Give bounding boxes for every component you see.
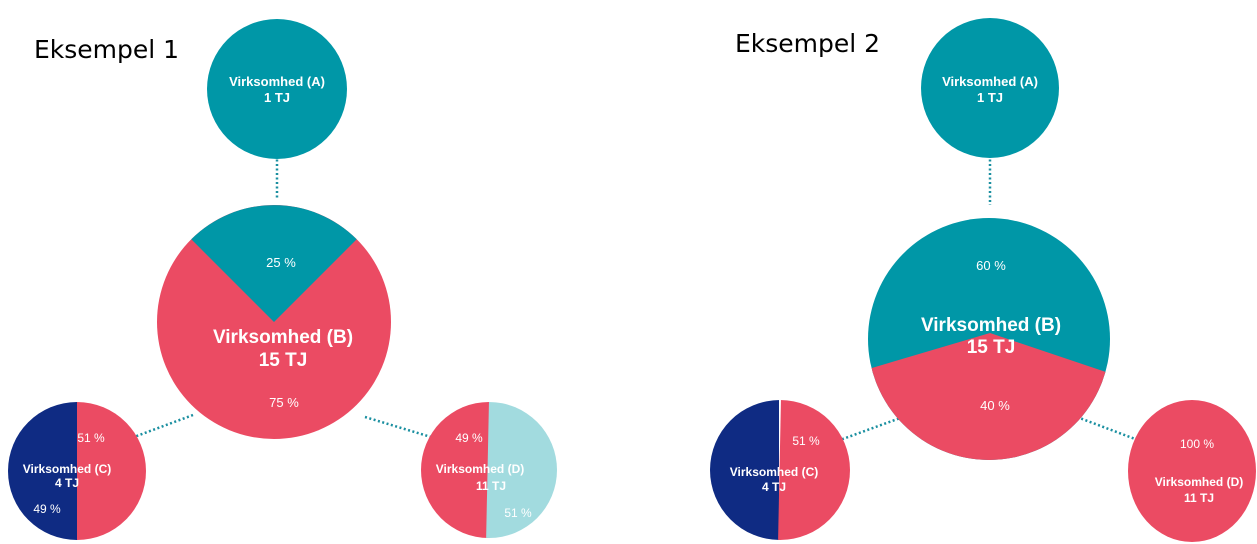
company-b-node: 60 % Virksomhed (B) 15 TJ 40 % — [868, 218, 1110, 460]
company-c-node: 51 % Virksomhed (C) 4 TJ 49 % — [8, 402, 146, 540]
connector-b-c — [133, 413, 194, 439]
slice-label-c-red: 51 % — [792, 434, 820, 448]
slice-label-d-lightteal: 51 % — [504, 506, 532, 520]
slice-label-b-teal: 60 % — [976, 258, 1006, 273]
company-a-circle — [921, 18, 1059, 158]
slice-label-b-red: 75 % — [269, 395, 299, 410]
pie-slice-c-red — [778, 400, 850, 540]
pie-slice-b-red — [868, 333, 1110, 460]
company-a-value: 1 TJ — [977, 90, 1003, 105]
pie-slice-d-red — [1128, 400, 1256, 542]
example-1-heading: Eksempel 1 — [34, 35, 179, 64]
slice-label-d-red: 100 % — [1180, 437, 1214, 451]
company-c-node: 51 % Virksomhed (C) 4 TJ — [710, 400, 850, 540]
company-b-value: 15 TJ — [259, 350, 308, 371]
example-2-heading: Eksempel 2 — [735, 29, 880, 58]
company-a-node: Virksomhed (A) 1 TJ — [921, 18, 1059, 158]
company-a-circle — [207, 19, 347, 159]
connector-b-c — [839, 415, 904, 442]
connector-b-d — [364, 415, 432, 439]
company-b-name: Virksomhed (B) — [213, 327, 353, 348]
company-c-name: Virksomhed (C) — [730, 465, 818, 479]
slice-label-d-red: 49 % — [455, 431, 483, 445]
company-a-name: Virksomhed (A) — [229, 74, 325, 89]
company-d-name: Virksomhed (D) — [436, 462, 524, 476]
company-d-node: 49 % Virksomhed (D) 11 TJ 51 % — [421, 402, 557, 538]
company-d-node: 100 % Virksomhed (D) 11 TJ — [1128, 400, 1256, 542]
pie-slice-b-teal — [191, 205, 357, 322]
slice-label-c-red: 51 % — [77, 431, 105, 445]
connector-b-d — [1076, 415, 1144, 444]
company-a-node: Virksomhed (A) 1 TJ — [207, 19, 347, 159]
pie-slice-d-lightteal — [486, 402, 557, 538]
company-c-name: Virksomhed (C) — [23, 462, 111, 476]
slice-label-c-navy: 49 % — [33, 502, 61, 516]
company-d-value: 11 TJ — [1184, 491, 1214, 505]
company-d-name: Virksomhed (D) — [1155, 475, 1243, 489]
slice-label-b-red: 40 % — [980, 398, 1010, 413]
company-b-name: Virksomhed (B) — [921, 315, 1061, 336]
company-b-node: 25 % Virksomhed (B) 15 TJ 75 % — [157, 205, 391, 439]
example-1: Eksempel 1 Virksomhed (A) 1 TJ 25 % Virk… — [8, 19, 557, 540]
company-d-value: 11 TJ — [476, 479, 506, 493]
company-b-value: 15 TJ — [967, 337, 1016, 358]
company-a-value: 1 TJ — [264, 90, 290, 105]
slice-label-b-teal: 25 % — [266, 255, 296, 270]
example-2: Eksempel 2 Virksomhed (A) 1 TJ 60 % Virk… — [710, 18, 1256, 542]
company-c-value: 4 TJ — [762, 480, 786, 494]
company-c-value: 4 TJ — [55, 476, 79, 490]
company-a-name: Virksomhed (A) — [942, 74, 1038, 89]
